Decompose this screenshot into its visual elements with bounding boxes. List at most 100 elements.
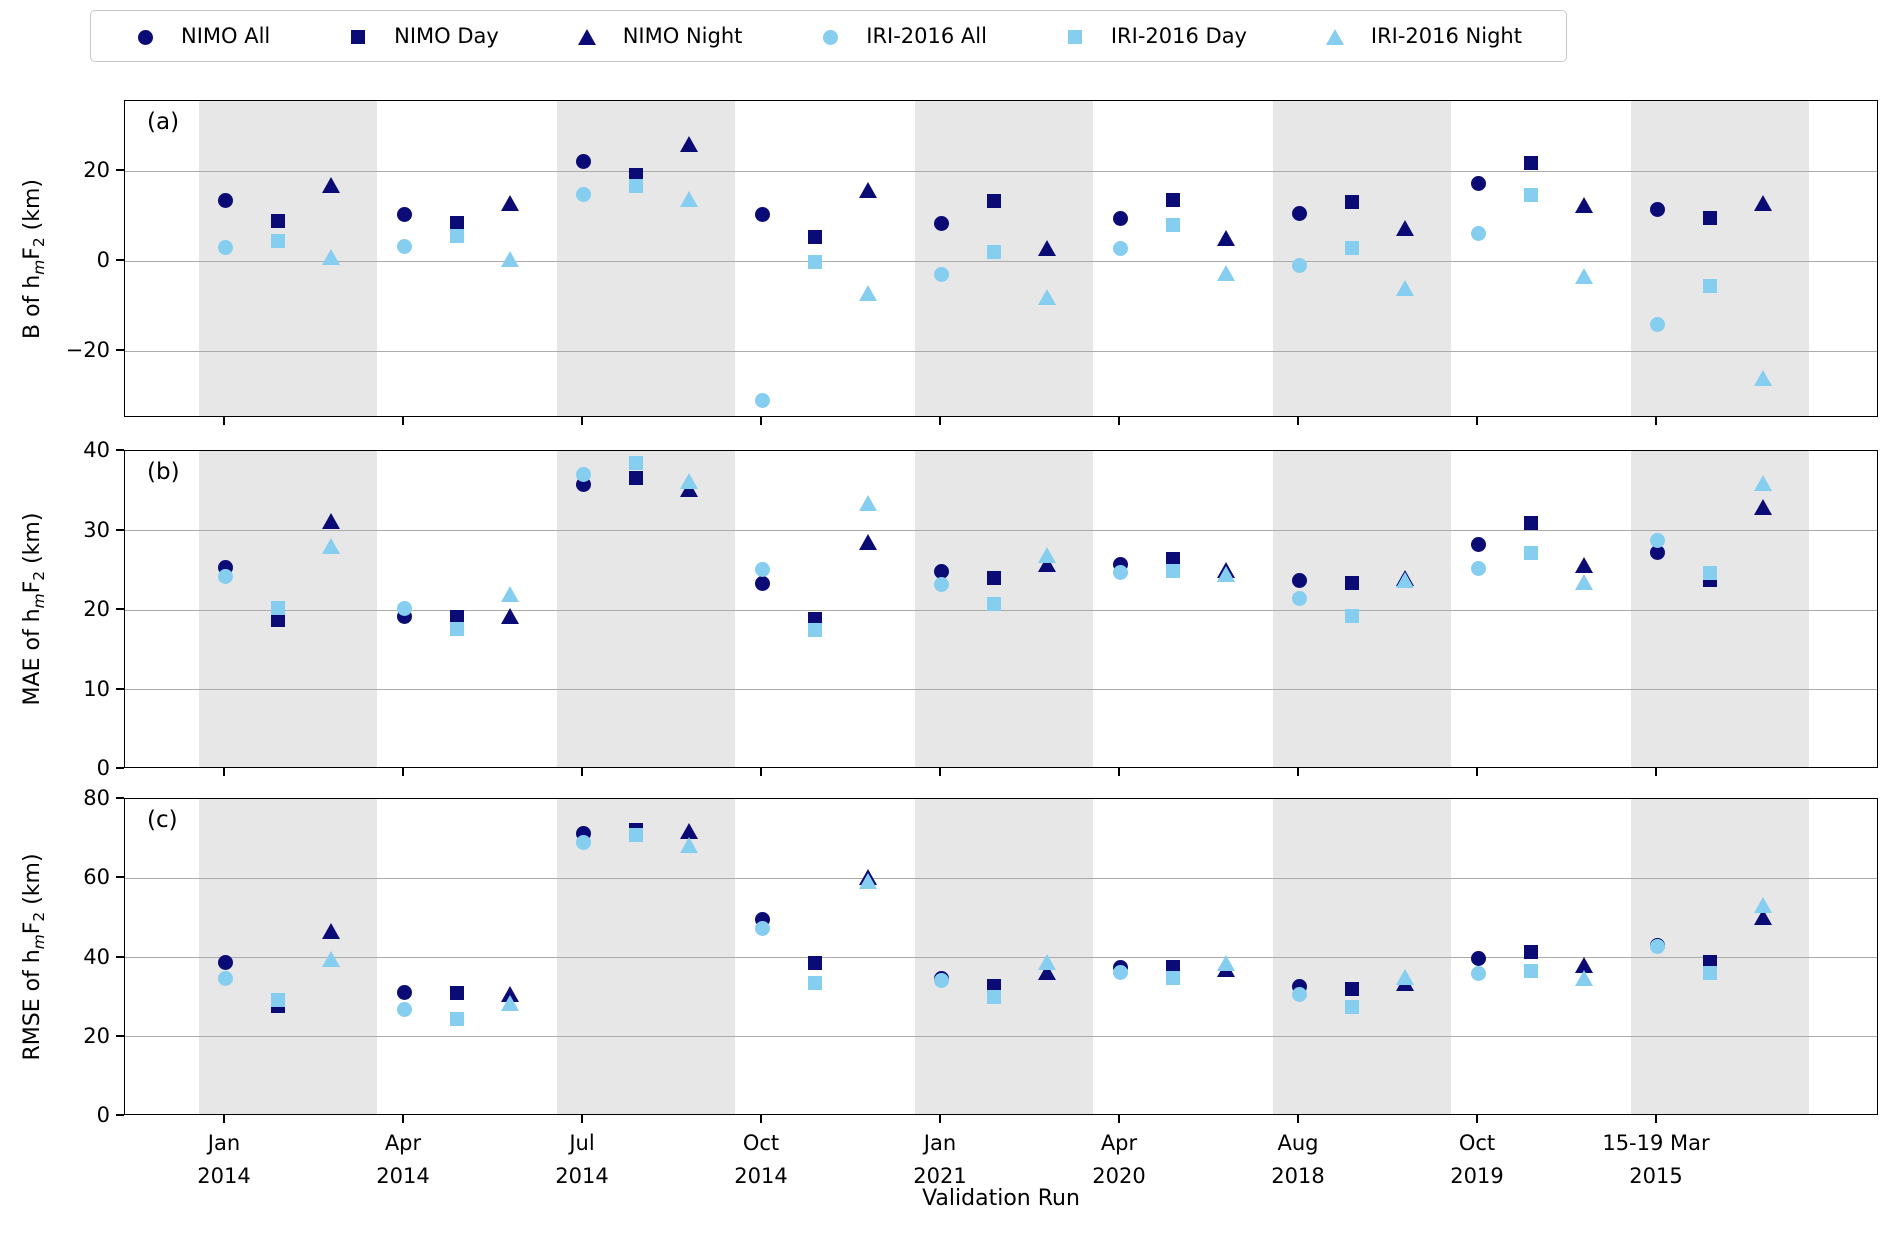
data-point-marker: [1291, 573, 1307, 589]
y-tick-label: 80: [83, 786, 110, 810]
data-point-marker: [808, 975, 822, 990]
data-point-marker: [1345, 982, 1359, 997]
data-point-marker: [1575, 969, 1593, 986]
data-point-marker: [754, 561, 770, 577]
data-point-marker: [822, 29, 838, 45]
y-tick-mark: [116, 528, 124, 531]
data-point-marker: [575, 835, 591, 851]
legend-label: NIMO Night: [622, 24, 743, 48]
y-tick-label: −20: [65, 338, 110, 362]
x-tick-mark: [1118, 417, 1120, 425]
y-tick-mark: [116, 767, 124, 769]
data-point-marker: [1575, 197, 1593, 214]
data-point-marker: [1291, 258, 1307, 274]
y-tick-mark: [116, 349, 124, 351]
legend-entry: IRI-2016 Day: [1065, 24, 1247, 48]
data-point-marker: [1754, 369, 1772, 386]
data-point-marker: [1396, 968, 1414, 985]
panel-b: (b): [124, 450, 1878, 768]
data-point-marker: [217, 954, 233, 970]
panel-letter: (a): [147, 109, 180, 135]
legend-label: NIMO All: [181, 24, 271, 48]
data-point-marker: [1754, 897, 1772, 914]
legend-label: IRI-2016 Night: [1370, 24, 1522, 48]
y-tick-label: 40: [83, 438, 110, 462]
data-point-marker: [933, 266, 949, 282]
data-point-marker: [859, 534, 877, 551]
data-point-marker: [933, 563, 949, 579]
data-point-marker: [1470, 951, 1486, 967]
data-point-marker: [1649, 938, 1665, 954]
gridline: [125, 1036, 1877, 1038]
square-marker-icon: [1065, 26, 1085, 46]
data-point-marker: [1217, 265, 1235, 282]
data-point-marker: [1703, 566, 1717, 581]
data-point-marker: [1649, 201, 1665, 217]
data-point-marker: [987, 244, 1001, 259]
x-tick-mark: [1655, 768, 1657, 776]
y-tick-mark: [116, 449, 124, 451]
y-tick-label: 60: [83, 865, 110, 890]
x-tick-label: Oct 2019: [1450, 1131, 1504, 1188]
data-point-marker: [1524, 963, 1538, 978]
shade-band: [557, 451, 735, 767]
data-point-marker: [1396, 279, 1414, 296]
y-tick-label: 40: [83, 944, 110, 969]
data-point-marker: [1166, 971, 1180, 986]
x-tick-mark: [581, 768, 583, 776]
data-point-marker: [450, 1012, 464, 1027]
data-point-marker: [396, 206, 412, 222]
shade-band: [557, 799, 735, 1114]
y-tick-label: 30: [83, 517, 110, 542]
shade-band: [915, 451, 1093, 767]
x-tick-mark: [1297, 768, 1299, 776]
data-point-marker: [217, 569, 233, 585]
x-tick-mark: [1476, 1115, 1478, 1123]
data-point-marker: [1470, 965, 1486, 981]
data-point-marker: [629, 179, 643, 194]
data-point-marker: [1112, 211, 1128, 227]
data-point-marker: [808, 622, 822, 637]
circle-marker-icon: [135, 26, 155, 46]
x-tick-label: Jan 2014: [197, 1131, 251, 1188]
y-tick-label: 20: [83, 158, 110, 183]
x-tick-mark: [402, 417, 404, 425]
data-point-marker: [1166, 564, 1180, 579]
x-tick-mark: [223, 768, 225, 776]
y-tick-mark: [116, 1114, 124, 1116]
x-tick-mark: [1476, 768, 1478, 776]
shade-band: [199, 451, 377, 767]
data-point-marker: [1166, 218, 1180, 233]
shade-band: [1273, 451, 1451, 767]
data-point-marker: [1038, 240, 1056, 257]
y-tick-mark: [116, 876, 124, 879]
data-point-marker: [987, 597, 1001, 612]
x-tick-mark: [1476, 417, 1478, 425]
data-point-marker: [1067, 30, 1082, 44]
x-tick-mark: [1118, 768, 1120, 776]
data-point-marker: [1166, 193, 1180, 208]
gridline: [125, 609, 1877, 611]
panel-letter: (c): [147, 807, 178, 833]
data-point-marker: [680, 822, 698, 839]
y-axis-title: RMSE of hmF2 (km): [19, 852, 49, 1061]
data-point-marker: [1524, 156, 1538, 171]
shade-band: [557, 101, 735, 416]
data-point-marker: [1703, 955, 1717, 970]
x-tick-mark: [1655, 417, 1657, 425]
data-point-marker: [271, 612, 285, 627]
x-tick-mark: [1655, 1115, 1657, 1123]
shade-band: [915, 101, 1093, 416]
data-point-marker: [1575, 268, 1593, 285]
data-point-marker: [501, 250, 519, 267]
x-tick-label: 15-19 Mar 2015: [1602, 1131, 1710, 1188]
data-point-marker: [1112, 565, 1128, 581]
y-tick-mark: [116, 797, 124, 799]
data-point-marker: [808, 611, 822, 626]
panel-letter: (b): [147, 459, 180, 485]
data-point-marker: [629, 168, 643, 183]
data-point-marker: [629, 828, 643, 843]
x-tick-label: Jul 2014: [555, 1131, 609, 1188]
data-point-marker: [217, 193, 233, 209]
